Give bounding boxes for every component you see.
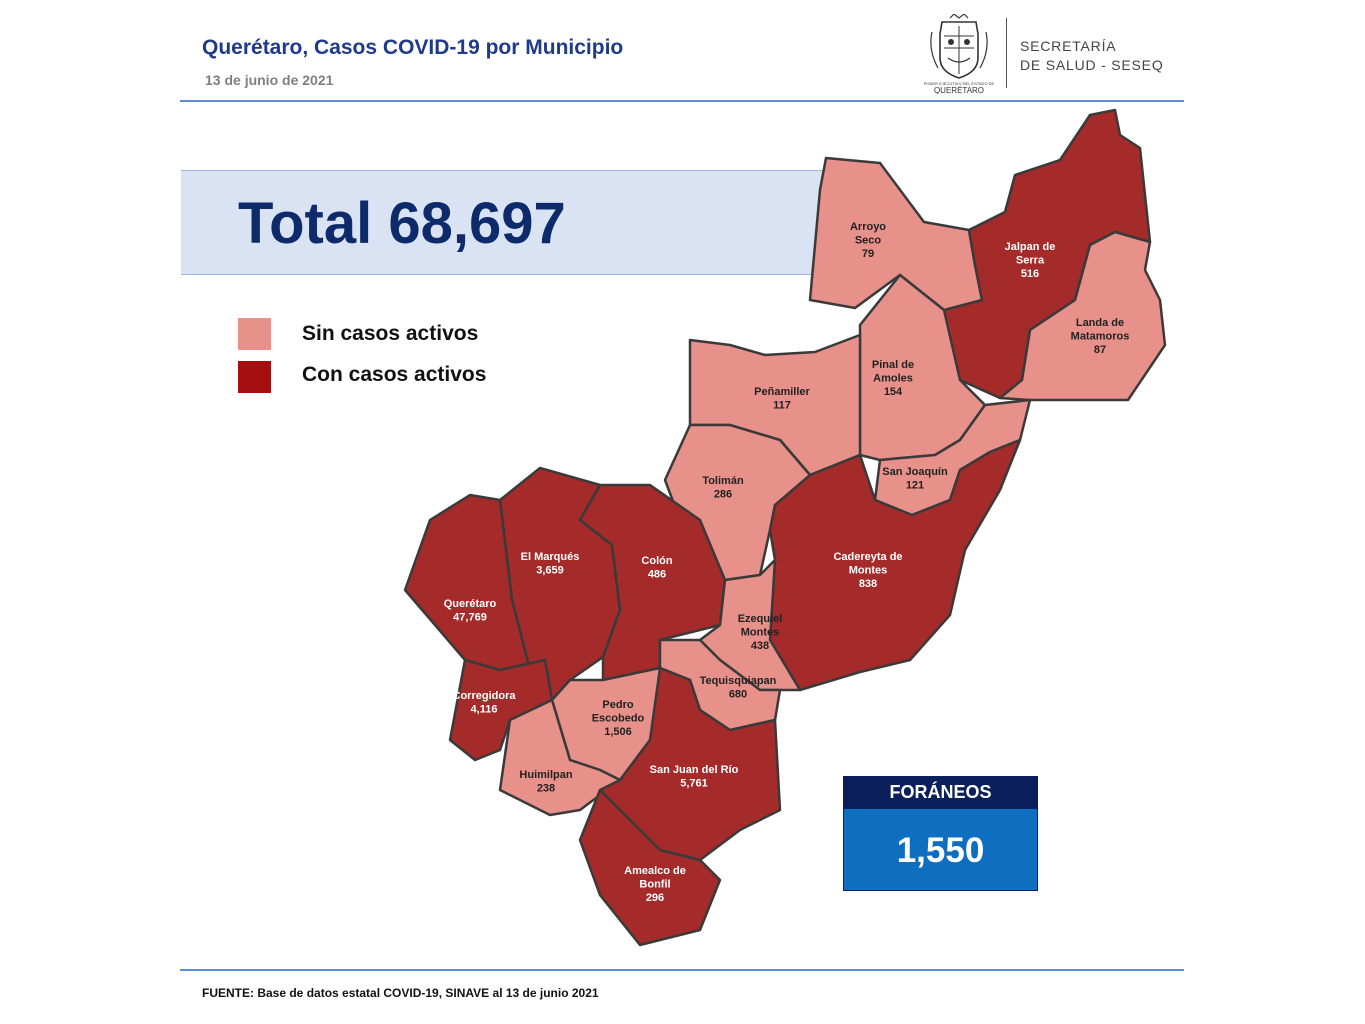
footer-divider [180, 969, 1184, 971]
municipality-name: El Marqués [521, 551, 580, 563]
municipality-name: Amoles [873, 373, 913, 385]
municipality-name: Matamoros [1071, 331, 1130, 343]
municipality-label-amealco-de-bonfil: Amealco de Bonfil 296 [624, 865, 686, 904]
municipality-name: Montes [849, 565, 888, 577]
municipality-label-ezequiel-montes: Ezequiel Montes 438 [738, 613, 783, 652]
municipality-cases: 838 [859, 578, 877, 590]
municipality-label-huimilpan: Huimilpan 238 [519, 769, 572, 795]
municipality-name: Pinal de [872, 359, 914, 371]
page-title: Querétaro, Casos COVID-19 por Municipio [202, 36, 624, 59]
report-date: 13 de junio de 2021 [205, 72, 334, 88]
logo-small-text: PODER EJECUTIVO DEL ESTADO DE [924, 81, 995, 86]
municipality-landa-de-matamoros [998, 230, 1167, 402]
org-line-2: DE SALUD - SESEQ [1020, 57, 1164, 73]
municipality-label-corregidora: Corregidora 4,116 [453, 690, 517, 716]
municipality-name: Colón [641, 555, 672, 567]
municipality-label-san-joaquín: San Joaquín 121 [882, 466, 948, 492]
municipality-name: San Joaquín [882, 466, 948, 478]
municipality-name: Montes [741, 627, 780, 639]
municipality-label-landa-de-matamoros: Landa de Matamoros 87 [1071, 317, 1130, 356]
municipality-label-tolimán: Tolimán 286 [702, 475, 744, 501]
municipality-cases: 1,506 [604, 726, 632, 738]
organization-name: SECRETARÍA DE SALUD - SESEQ [1020, 37, 1164, 75]
municipality-cases: 154 [884, 386, 903, 398]
legend-swatch-inactive [238, 318, 271, 350]
source-note: FUENTE: Base de datos estatal COVID-19, … [202, 986, 599, 1000]
municipality-name: Serra [1016, 255, 1045, 267]
municipality-label-peñamiller: Peñamiller 117 [754, 386, 810, 412]
municipality-label-querétaro: Querétaro 47,769 [444, 598, 497, 624]
municipality-cases: 486 [648, 569, 666, 581]
foraneos-header: FORÁNEOS [843, 776, 1038, 808]
total-cases: Total 68,697 [238, 191, 566, 256]
logo-text: QUERÉTARO [934, 86, 984, 94]
municipality-name: Tequisquiapan [700, 675, 777, 687]
municipality-name: Cadereyta de [833, 551, 902, 563]
municipality-label-pinal-de-amoles: Pinal de Amoles 154 [872, 359, 914, 398]
org-line-1: SECRETARÍA [1020, 38, 1117, 54]
municipality-label-cadereyta-de-montes: Cadereyta de Montes 838 [833, 551, 902, 590]
foraneos-value: 1,550 [843, 808, 1038, 891]
municipality-cases: 238 [537, 783, 555, 795]
municipality-name: Querétaro [444, 598, 497, 610]
municipality-name: Amealco de [624, 865, 686, 877]
municipality-cases: 438 [751, 640, 769, 652]
municipality-cases: 117 [773, 400, 791, 412]
municipality-cases: 4,116 [471, 704, 498, 716]
municipality-san-juan-del-río [598, 666, 782, 862]
legend-swatch-active [238, 361, 271, 393]
total-band [181, 170, 841, 275]
municipality-name: Corregidora [453, 690, 517, 702]
municipality-cases: 5,761 [680, 778, 708, 790]
municipality-cases: 121 [906, 480, 924, 492]
municipality-cases: 296 [646, 892, 664, 904]
municipality-label-el-marqués: El Marqués 3,659 [521, 551, 580, 577]
municipality-name: Ezequiel [738, 613, 783, 625]
municipality-name: Peñamiller [754, 386, 810, 398]
municipality-cases: 680 [729, 689, 747, 701]
municipality-name: Landa de [1076, 317, 1124, 329]
municipality-label-tequisquiapan: Tequisquiapan 680 [700, 675, 777, 701]
municipality-cases: 87 [1094, 344, 1106, 356]
municipality-name: San Juan del Río [650, 764, 739, 776]
municipality-name: Jalpan de [1005, 241, 1056, 253]
municipality-label-san-juan-del-río: San Juan del Río 5,761 [650, 764, 739, 790]
municipality-name: Arroyo [850, 221, 886, 233]
municipality-cases: 516 [1021, 268, 1039, 280]
municipality-cases: 47,769 [453, 612, 487, 624]
municipality-cases: 79 [862, 248, 874, 260]
header-divider [180, 100, 1184, 102]
municipality-name: Escobedo [592, 713, 645, 725]
municipality-name: Huimilpan [519, 769, 572, 781]
municipality-name: Pedro [602, 699, 633, 711]
municipality-cases: 3,659 [536, 565, 564, 577]
municipality-amealco-de-bonfil [578, 788, 722, 947]
municipality-name: Bonfil [639, 879, 670, 891]
municipality-label-arroyo-seco: Arroyo Seco 79 [850, 221, 886, 260]
legend-label-active: Con casos activos [302, 363, 487, 386]
municipality-label-jalpan-de-serra: Jalpan de Serra 516 [1005, 241, 1056, 280]
legend-label-inactive: Sin casos activos [302, 322, 479, 345]
state-coat-of-arms-logo: PODER EJECUTIVO DEL ESTADO DE QUERÉTARO [924, 14, 995, 94]
municipality-cases: 286 [714, 489, 732, 501]
municipality-label-pedro-escobedo: Pedro Escobedo 1,506 [592, 699, 645, 738]
municipality-name: Tolimán [702, 475, 744, 487]
municipality-name: Seco [855, 235, 882, 247]
logo-divider [1006, 18, 1007, 88]
municipality-label-colón: Colón 486 [641, 555, 672, 581]
